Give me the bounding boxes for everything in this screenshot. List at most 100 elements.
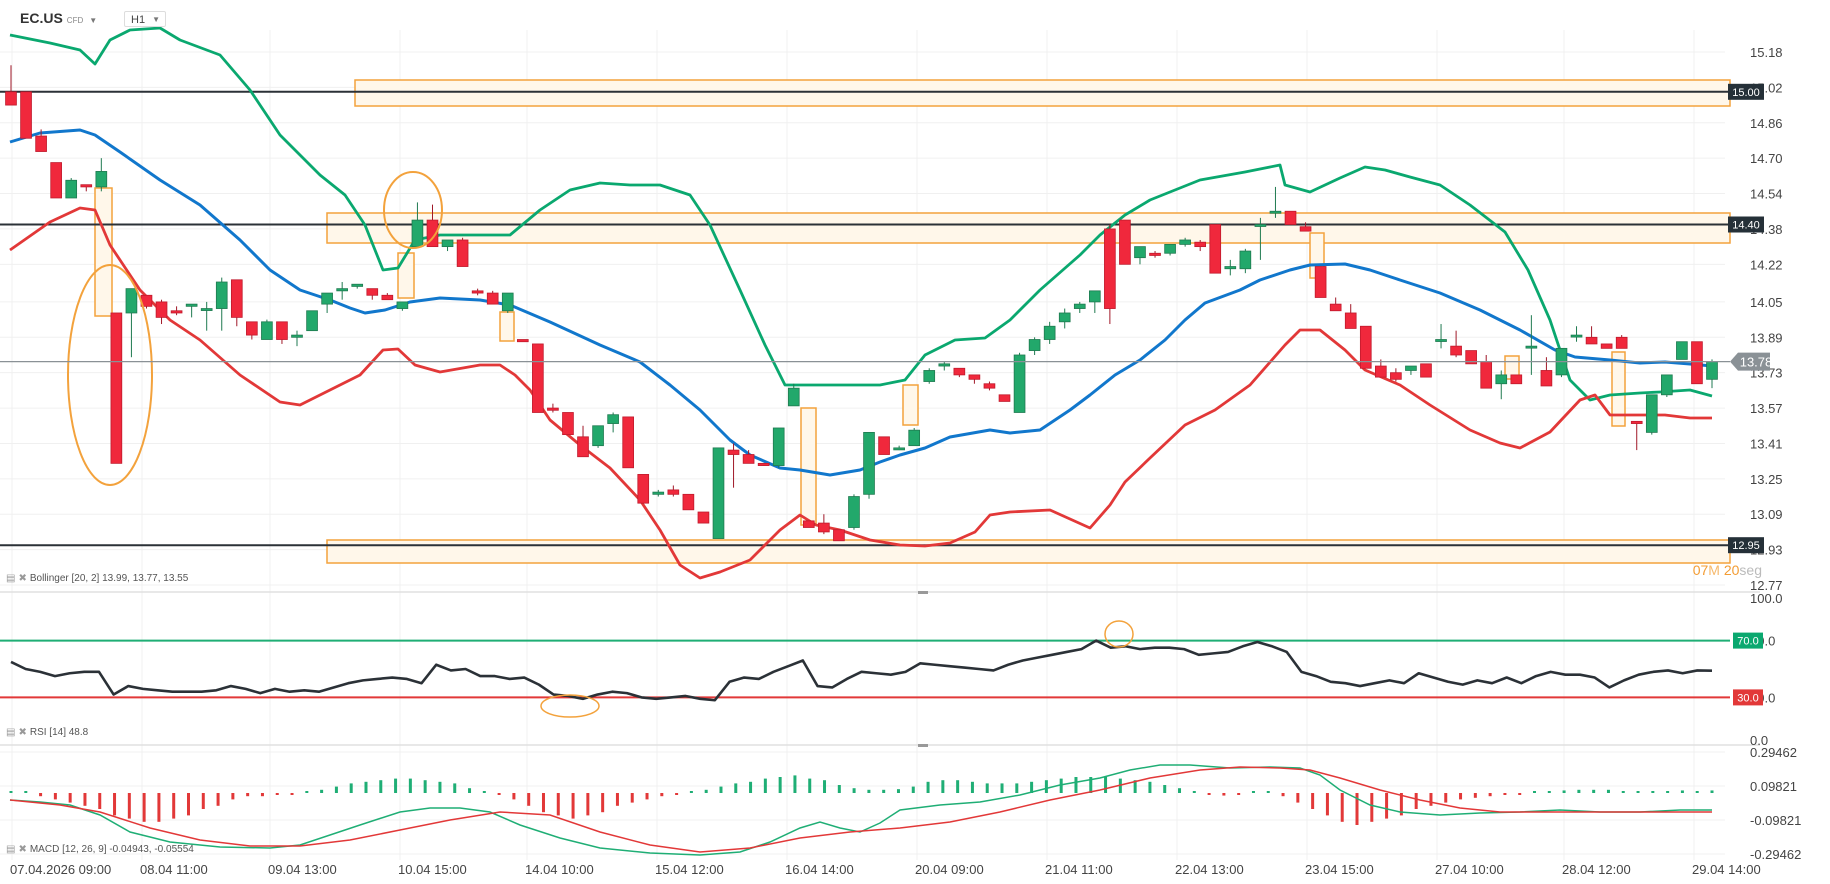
candle[interactable]: [471, 290, 484, 294]
candle[interactable]: [351, 283, 364, 287]
close-icon[interactable]: ✖: [18, 573, 27, 584]
timeframe-selector[interactable]: H1 ▼: [124, 11, 166, 27]
candle[interactable]: [1254, 224, 1267, 227]
candle[interactable]: [125, 288, 138, 314]
candle[interactable]: [50, 162, 62, 199]
candle[interactable]: [261, 321, 273, 340]
symbol-selector[interactable]: EC.US CFD ▼: [20, 10, 97, 26]
pane-resize-handle[interactable]: [918, 591, 928, 594]
candle[interactable]: [712, 447, 725, 539]
candle[interactable]: [1359, 325, 1372, 369]
candle[interactable]: [1615, 336, 1628, 349]
settings-icon[interactable]: ▤: [6, 727, 16, 738]
candle[interactable]: [501, 292, 514, 312]
candle[interactable]: [682, 493, 695, 511]
candle[interactable]: [1495, 374, 1508, 385]
candle[interactable]: [953, 367, 966, 376]
candle[interactable]: [1390, 372, 1402, 380]
candle[interactable]: [185, 303, 198, 307]
settings-icon[interactable]: ▤: [6, 844, 16, 855]
candle[interactable]: [1164, 244, 1176, 254]
candle[interactable]: [396, 301, 409, 309]
candle[interactable]: [1630, 420, 1643, 424]
candle[interactable]: [727, 449, 740, 455]
candle[interactable]: [170, 310, 183, 314]
candle[interactable]: [65, 179, 78, 199]
candle[interactable]: [1209, 224, 1222, 274]
candle[interactable]: [246, 321, 258, 336]
candle[interactable]: [20, 91, 32, 139]
candle[interactable]: [848, 496, 860, 528]
candle[interactable]: [757, 462, 770, 466]
candle[interactable]: [697, 511, 710, 524]
candle[interactable]: [80, 184, 93, 188]
candle[interactable]: [532, 343, 544, 413]
candle[interactable]: [607, 414, 619, 424]
candle[interactable]: [1073, 303, 1086, 309]
candle[interactable]: [1043, 325, 1056, 340]
candle[interactable]: [1375, 365, 1387, 378]
candle[interactable]: [366, 288, 379, 296]
candle[interactable]: [1179, 239, 1191, 245]
candle[interactable]: [998, 394, 1011, 402]
candle[interactable]: [1314, 266, 1327, 298]
candle[interactable]: [1089, 290, 1101, 303]
close-icon[interactable]: ✖: [18, 727, 27, 738]
candle[interactable]: [321, 292, 333, 305]
candle[interactable]: [592, 425, 604, 447]
candle[interactable]: [1149, 252, 1161, 256]
settings-icon[interactable]: ▤: [6, 573, 16, 584]
candle[interactable]: [1645, 394, 1658, 433]
candle[interactable]: [1540, 370, 1553, 387]
candle[interactable]: [1435, 339, 1447, 342]
candle[interactable]: [938, 363, 951, 367]
candle[interactable]: [1329, 303, 1342, 312]
candle[interactable]: [1676, 341, 1688, 360]
candle[interactable]: [1134, 246, 1146, 259]
candle[interactable]: [1194, 241, 1207, 248]
candle[interactable]: [1510, 374, 1523, 385]
candle[interactable]: [276, 321, 288, 340]
candle[interactable]: [5, 91, 17, 106]
candle[interactable]: [215, 281, 228, 309]
candle[interactable]: [818, 522, 830, 533]
candle[interactable]: [1691, 341, 1703, 385]
chevron-down-icon[interactable]: ▼: [89, 16, 98, 25]
candle[interactable]: [802, 520, 815, 528]
candle[interactable]: [893, 447, 905, 451]
candle[interactable]: [1344, 312, 1357, 329]
candle[interactable]: [577, 436, 589, 458]
candle[interactable]: [426, 219, 439, 248]
candle[interactable]: [968, 374, 981, 380]
candle[interactable]: [1525, 345, 1538, 349]
candle[interactable]: [1239, 250, 1252, 270]
candle[interactable]: [1119, 219, 1131, 265]
candle[interactable]: [1480, 361, 1493, 389]
candle[interactable]: [637, 474, 650, 504]
candle[interactable]: [787, 387, 800, 407]
candle[interactable]: [742, 454, 755, 464]
candle[interactable]: [1465, 350, 1477, 365]
candle[interactable]: [908, 429, 921, 447]
candle[interactable]: [110, 312, 123, 464]
candle[interactable]: [562, 412, 574, 436]
candle[interactable]: [547, 407, 559, 411]
candle[interactable]: [200, 308, 213, 311]
candle[interactable]: [863, 431, 875, 495]
pane-resize-handle[interactable]: [918, 744, 928, 747]
candle[interactable]: [983, 383, 996, 389]
candle[interactable]: [230, 279, 243, 318]
candle[interactable]: [833, 529, 845, 542]
candle[interactable]: [411, 219, 424, 248]
candle[interactable]: [1570, 334, 1583, 338]
candle[interactable]: [1104, 228, 1116, 309]
candle[interactable]: [1013, 354, 1026, 413]
candle[interactable]: [1405, 365, 1417, 371]
candle[interactable]: [1269, 210, 1282, 214]
candle[interactable]: [878, 436, 890, 455]
candle[interactable]: [667, 489, 680, 495]
candle[interactable]: [1706, 361, 1718, 380]
close-icon[interactable]: ✖: [18, 844, 27, 855]
candle[interactable]: [652, 491, 665, 495]
